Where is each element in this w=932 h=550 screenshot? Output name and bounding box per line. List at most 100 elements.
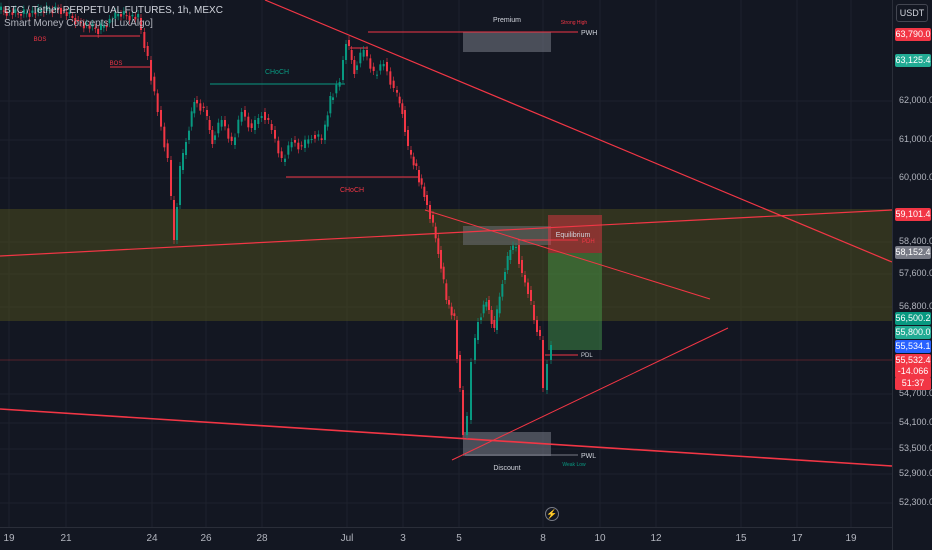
candle-body [277,140,280,154]
currency-button[interactable]: USDT [896,4,928,22]
candle-body [17,13,20,15]
chart-canvas[interactable]: Premium Strong High PWH BOS BOS CHoCH CH… [0,0,892,527]
price-axis[interactable]: 62,000.0 61,000.0 60,000.0 58,400.0 57,600.0… [892,0,932,550]
candle-body [493,320,496,328]
candle-body [362,50,365,57]
chart-legend[interactable]: BTC / Tether PERPETUAL FUTURES, 1h, MEXC… [4,4,223,30]
candle-body [284,158,286,162]
bos-label-1: BOS [34,37,47,43]
time-tick-label: 5 [456,533,462,544]
candle-body [542,340,544,388]
candle-body [211,130,214,144]
time-tick-label: 19 [845,533,857,544]
equilibrium-label: Equilibrium [556,232,591,239]
candle-body [20,14,22,16]
candle-body [163,126,166,148]
candle-body [274,130,276,139]
candle-body [485,302,488,307]
lightning-icon[interactable]: ⚡ [545,507,559,521]
candle-body [366,50,368,57]
candle-body [280,151,283,158]
candle-body [60,8,62,14]
candle-body [470,362,472,420]
price-tick-label: 62,000.0 [899,95,932,105]
price-tick-label: 60,000.0 [899,172,932,182]
choch-label-1: CHoCH [265,69,289,76]
candle-body [307,139,310,144]
candle-body [185,142,187,155]
candle-body [125,15,128,17]
price-badge: 56,500.2 [895,312,931,325]
candle-body [85,23,88,25]
candle-body [338,82,341,87]
candle-body [459,355,461,388]
candle-body [100,23,102,30]
time-tick-label: 28 [256,533,268,544]
candle-body [196,100,198,104]
candle-body [350,50,353,60]
candle-body [488,300,490,310]
candle-body [208,120,211,130]
price-tick-label: 61,000.0 [899,134,932,144]
candle-body [437,238,440,254]
candle-body [356,65,358,70]
candle-body [456,320,458,359]
candle-body [320,138,323,140]
price-badge: 55,534.1 [895,340,931,353]
candle-body [450,306,453,316]
candle-body [533,305,535,320]
candle-body [407,130,409,146]
candle-body [512,245,514,250]
time-tick-label: 21 [60,533,72,544]
candle-body [314,135,316,139]
candle-body [410,150,412,155]
time-tick-label: Jul [340,533,354,544]
candle-body [230,136,233,141]
stop-loss-zone [548,215,602,253]
indicator-title[interactable]: Smart Money Concepts [LuxAlgo] [4,18,153,29]
candle-body [335,84,338,94]
strong-high-label: Strong High [561,20,588,26]
candle-body [11,12,14,15]
price-chart[interactable]: Premium Strong High PWH BOS BOS CHoCH CH… [0,0,892,527]
candle-body [240,112,243,122]
descending-trendline-mid [424,209,711,300]
candle-body [389,71,392,85]
candle-body [515,247,517,248]
candle-body [247,116,250,128]
symbol-title[interactable]: BTC / Tether PERPETUAL FUTURES, 1h, MEXC [4,5,223,16]
candle-body [137,14,140,18]
candle-body [448,300,450,305]
candle-body [5,11,8,16]
price-badge: 59,101.4 [895,208,931,221]
candle-body [432,215,434,223]
candle-body [546,364,548,390]
candle-body [111,20,114,22]
rising-trendline-zone [0,209,892,257]
candle-body [105,25,108,28]
candle-body [227,128,230,139]
candle-body [398,96,401,104]
candlestick-series [0,2,552,439]
pdl-label: PDL [581,353,593,359]
candle-body [536,320,538,332]
candle-body [423,186,426,197]
candle-body [440,250,442,269]
candle-body [550,345,552,360]
candle-body [51,9,54,14]
price-badge: 58,152.4 [895,246,931,259]
candle-body [8,10,11,12]
candle-body [160,110,162,127]
pwh-label: PWH [581,30,597,37]
candle-body [376,74,378,76]
price-badge: 55,800.0 [895,326,931,339]
price-tick-label: 52,300.0 [899,497,932,507]
candle-body [260,116,263,118]
candle-body [310,139,313,140]
time-axis[interactable]: 19 21 24 26 28 Jul 3 5 8 10 12 15 17 19 [0,527,892,550]
candle-body [462,390,464,435]
candle-body [91,23,94,27]
candle-body [102,25,105,28]
candle-body [188,130,190,140]
candle-body [445,283,448,300]
